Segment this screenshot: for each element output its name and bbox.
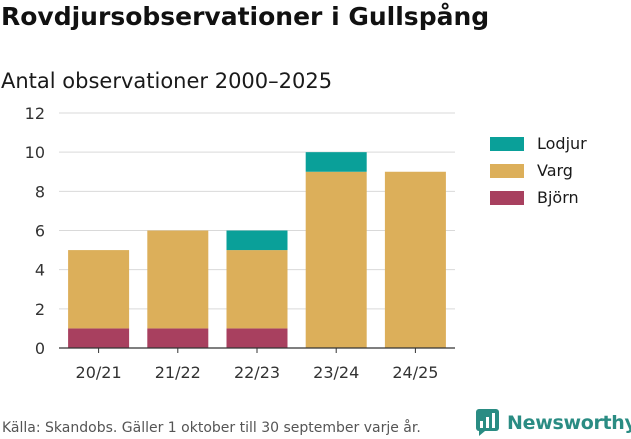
x-tick-label-23-24: 23/24	[313, 363, 359, 382]
bar-lodjur-22-23	[226, 230, 288, 251]
y-tick-label-4: 4	[35, 261, 45, 280]
legend: Lodjur Varg Björn	[490, 130, 587, 211]
legend-label-lodjur: Lodjur	[537, 134, 587, 153]
legend-label-bjorn: Björn	[537, 188, 579, 207]
y-tick-label-6: 6	[35, 222, 45, 241]
newsworthy-logo-icon	[476, 409, 499, 436]
legend-item-bjorn: Björn	[490, 184, 587, 211]
bar-varg-23-24	[305, 171, 367, 348]
y-tick-label-8: 8	[35, 182, 45, 201]
legend-label-varg: Varg	[537, 161, 573, 180]
bar-bjorn-20-21	[68, 328, 130, 348]
bar-varg-21-22	[147, 230, 209, 329]
newsworthy-logo[interactable]: Newsworthy	[476, 409, 631, 436]
bar-varg-24-25	[384, 171, 446, 348]
legend-swatch-bjorn	[490, 190, 524, 205]
legend-swatch-lodjur	[490, 136, 524, 151]
newsworthy-logo-text: Newsworthy	[507, 411, 631, 434]
y-tick-label-2: 2	[35, 300, 45, 319]
y-tick-label-10: 10	[25, 143, 45, 162]
x-tick-label-21-22: 21/22	[155, 363, 201, 382]
y-tick-label-0: 0	[35, 339, 45, 358]
legend-item-varg: Varg	[490, 157, 587, 184]
bar-bjorn-21-22	[147, 328, 209, 348]
x-tick-label-24-25: 24/25	[392, 363, 438, 382]
bar-varg-20-21	[68, 250, 130, 329]
source-note: Källa: Skandobs. Gäller 1 oktober till 3…	[2, 420, 421, 436]
legend-swatch-varg	[490, 163, 524, 178]
chart-subtitle: Antal observationer 2000–2025	[1, 69, 333, 93]
y-tick-label-12: 12	[25, 104, 45, 123]
bar-lodjur-23-24	[305, 152, 367, 172]
bar-varg-22-23	[226, 250, 288, 329]
legend-item-lodjur: Lodjur	[490, 130, 587, 157]
x-tick-label-22-23: 22/23	[234, 363, 280, 382]
x-tick-label-20-21: 20/21	[76, 363, 122, 382]
bar-bjorn-22-23	[226, 328, 288, 348]
chart-title: Rovdjursobservationer i Gullspång	[1, 2, 490, 31]
